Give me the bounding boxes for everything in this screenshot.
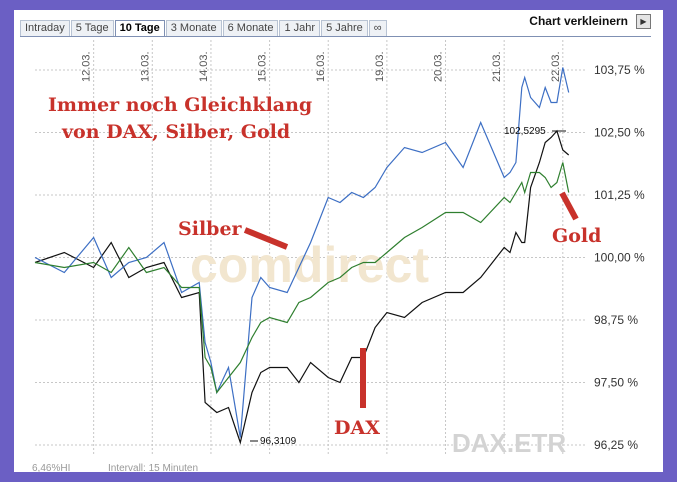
silber-pointer [243, 227, 289, 250]
y-tick-label: 103,75 % [594, 63, 645, 77]
footer-interval: Intervall: 15 Minuten [108, 463, 198, 474]
tab-3[interactable]: 3 Monate [165, 20, 222, 36]
series-line-dax [34, 129, 570, 445]
tab-6[interactable]: 5 Jahre [321, 20, 368, 36]
x-tick-label: 12.03. [81, 51, 93, 82]
tab-2[interactable]: 10 Tage [114, 20, 165, 36]
x-tick-label: 13.03. [139, 51, 151, 82]
play-right-icon[interactable]: ▶ [636, 14, 651, 29]
x-tick-label: 22.03. [550, 51, 562, 82]
x-tick-label: 19.03. [374, 51, 386, 82]
y-tick-label: 100,00 % [594, 251, 645, 265]
x-tick-group: 12.03. 13.03. 14.03. 15.03. 16.03. 19.03. 20.0… [81, 51, 562, 82]
x-tick-label: 20.03. [433, 51, 445, 82]
x-tick-label: 15.03. [257, 51, 269, 82]
series-line-gold [34, 162, 570, 394]
title-line-2: von DAX, Silber, Gold [61, 121, 290, 143]
period-tabs: Intraday 5 Tage 10 Tage 3 Monate 6 Monate 1 J… [20, 20, 388, 36]
tab-1[interactable]: 5 Tage [70, 20, 114, 36]
symbol-watermark: DAX.ETR [452, 428, 566, 458]
tab-4[interactable]: 6 Monate [222, 20, 279, 36]
min-label: 96,3109 [260, 436, 297, 447]
title-line-1: Immer noch Gleichklang [48, 94, 312, 116]
footer-left: 6,46%HI [32, 463, 70, 474]
series-line-silber [34, 67, 570, 438]
silber-label: Silber [178, 218, 243, 240]
x-tick-label: 21.03. [491, 51, 503, 82]
tab-7[interactable]: ∞ [368, 20, 387, 36]
y-tick-label: 102,50 % [594, 126, 645, 140]
x-tick-label: 14.03. [198, 51, 210, 82]
chart-frame [14, 10, 663, 472]
y-tick-label: 96,25 % [594, 438, 638, 452]
watermark: comdirect [190, 237, 429, 293]
grid [35, 40, 585, 455]
y-tick-label: 101,25 % [594, 188, 645, 202]
shrink-chart-link[interactable]: Chart verkleinern [529, 14, 628, 28]
dax-label: DAX [334, 417, 380, 439]
tab-0[interactable]: Intraday [20, 20, 70, 36]
max-label: 102,5295 [504, 126, 546, 137]
gold-pointer [559, 191, 579, 221]
y-tick-label: 97,50 % [594, 376, 638, 390]
y-tick-label: 98,75 % [594, 313, 638, 327]
tab-5[interactable]: 1 Jahr [279, 20, 321, 36]
series-group [34, 67, 570, 445]
tab-underline [20, 36, 651, 37]
x-tick-label: 16.03. [315, 51, 327, 82]
gold-label: Gold [552, 225, 601, 247]
y-tick-group: 103,75 % 102,50 % 101,25 % 100,00 % 98,75 % 9… [594, 63, 645, 452]
